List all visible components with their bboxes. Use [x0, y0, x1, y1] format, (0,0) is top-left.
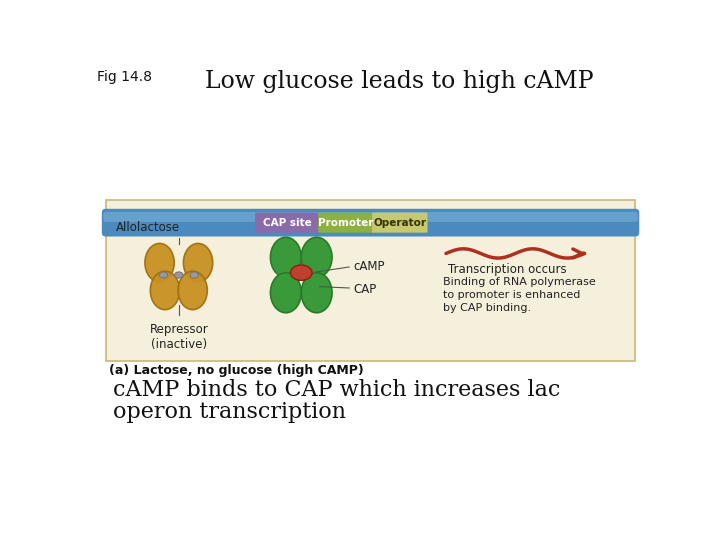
Text: Low glucose leads to high cAMP: Low glucose leads to high cAMP: [205, 70, 594, 93]
Text: cAMP binds to CAP which increases lac: cAMP binds to CAP which increases lac: [113, 379, 561, 401]
Ellipse shape: [190, 272, 199, 278]
Ellipse shape: [301, 273, 332, 313]
Text: cAMP: cAMP: [354, 260, 385, 273]
Ellipse shape: [159, 272, 168, 278]
Text: Operator: Operator: [373, 218, 426, 228]
FancyBboxPatch shape: [102, 209, 639, 237]
FancyBboxPatch shape: [372, 213, 428, 233]
Ellipse shape: [290, 265, 312, 280]
Ellipse shape: [271, 237, 301, 278]
Ellipse shape: [301, 237, 332, 278]
Ellipse shape: [178, 271, 207, 309]
Text: Promoter: Promoter: [318, 218, 374, 228]
Ellipse shape: [184, 244, 212, 282]
Text: Transcription occurs: Transcription occurs: [448, 262, 566, 276]
FancyBboxPatch shape: [106, 200, 636, 361]
Text: Allolactose: Allolactose: [116, 221, 180, 234]
FancyBboxPatch shape: [318, 213, 374, 233]
Text: (a) Lactose, no glucose (high CAMP): (a) Lactose, no glucose (high CAMP): [109, 363, 364, 376]
Ellipse shape: [271, 273, 301, 313]
Text: Binding of RNA polymerase
to promoter is enhanced
by CAP binding.: Binding of RNA polymerase to promoter is…: [443, 276, 595, 313]
Text: operon transcription: operon transcription: [113, 401, 346, 423]
Ellipse shape: [150, 271, 179, 309]
FancyBboxPatch shape: [104, 212, 638, 222]
Ellipse shape: [174, 272, 183, 278]
FancyBboxPatch shape: [255, 213, 320, 233]
Text: CAP: CAP: [354, 283, 377, 296]
Text: Fig 14.8: Fig 14.8: [97, 70, 152, 84]
Text: CAP site: CAP site: [263, 218, 312, 228]
Ellipse shape: [145, 244, 174, 282]
Text: Repressor
(inactive): Repressor (inactive): [150, 323, 208, 351]
